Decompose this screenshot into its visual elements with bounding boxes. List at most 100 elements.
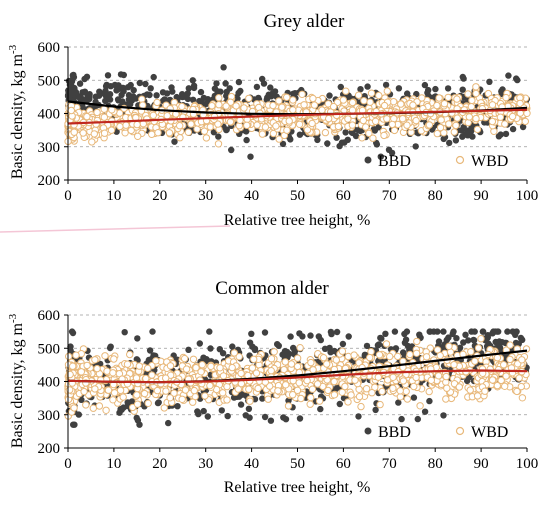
data-point-bbd bbox=[169, 88, 176, 95]
data-point-bbd bbox=[71, 421, 78, 428]
data-point-wbd bbox=[116, 122, 124, 131]
data-point-wbd bbox=[287, 360, 296, 368]
data-point-wbd bbox=[274, 387, 282, 395]
data-point-bbd bbox=[185, 85, 192, 92]
y-tick-label: 500 bbox=[38, 73, 61, 89]
data-point-bbd bbox=[174, 403, 181, 410]
data-point-wbd bbox=[496, 113, 505, 121]
data-point-wbd bbox=[207, 362, 215, 370]
data-point-wbd bbox=[347, 391, 355, 399]
data-point-bbd bbox=[274, 341, 281, 348]
data-point-wbd bbox=[418, 94, 426, 102]
data-point-bbd bbox=[513, 75, 520, 82]
data-point-wbd bbox=[367, 348, 375, 356]
x-tick-label: 40 bbox=[244, 456, 259, 472]
data-point-bbd bbox=[182, 93, 189, 101]
data-point-bbd bbox=[261, 329, 269, 336]
x-tick-label: 90 bbox=[474, 188, 489, 204]
data-point-bbd bbox=[76, 80, 84, 87]
data-point-bbd bbox=[456, 344, 464, 351]
data-point-bbd bbox=[490, 328, 497, 335]
legend-label-bbd: BBD bbox=[378, 424, 411, 441]
data-point-bbd bbox=[171, 138, 178, 145]
data-point-wbd bbox=[380, 101, 389, 110]
data-point-bbd bbox=[237, 87, 244, 95]
x-tick-label: 10 bbox=[106, 456, 121, 472]
data-point-wbd bbox=[467, 348, 475, 356]
data-point-bbd bbox=[248, 330, 255, 337]
x-tick-label: 30 bbox=[198, 456, 213, 472]
data-point-bbd bbox=[414, 415, 421, 423]
data-point-bbd bbox=[486, 78, 493, 86]
data-point-wbd bbox=[253, 121, 261, 129]
data-point-bbd bbox=[464, 377, 471, 385]
data-point-wbd bbox=[275, 97, 283, 105]
legend: BBD WBD bbox=[364, 153, 508, 170]
data-point-wbd bbox=[386, 352, 394, 361]
data-point-wbd bbox=[323, 360, 331, 368]
data-point-wbd bbox=[269, 101, 277, 110]
data-point-wbd bbox=[436, 123, 445, 132]
data-point-bbd bbox=[71, 85, 78, 92]
data-point-bbd bbox=[342, 129, 349, 136]
data-point-bbd bbox=[469, 133, 476, 140]
data-point-bbd bbox=[136, 421, 143, 428]
x-tick-label: 100 bbox=[516, 456, 539, 472]
data-point-wbd bbox=[412, 373, 420, 382]
y-tick-label: 600 bbox=[38, 40, 61, 56]
data-point-wbd bbox=[149, 111, 158, 120]
data-point-wbd bbox=[166, 394, 174, 402]
data-point-wbd bbox=[91, 385, 99, 393]
data-point-wbd bbox=[450, 128, 458, 136]
data-point-bbd bbox=[279, 140, 287, 148]
data-point-wbd bbox=[133, 120, 141, 129]
data-point-wbd bbox=[283, 126, 291, 134]
data-point-wbd bbox=[443, 384, 451, 392]
data-point-wbd bbox=[307, 393, 315, 402]
data-point-bbd bbox=[197, 88, 205, 96]
data-point-bbd bbox=[388, 149, 396, 157]
data-point-wbd bbox=[140, 389, 149, 398]
y-tick-label: 600 bbox=[38, 308, 61, 324]
data-point-wbd bbox=[319, 354, 328, 362]
data-point-wbd bbox=[197, 368, 205, 376]
legend-label-bbd: BBD bbox=[378, 153, 411, 170]
data-point-wbd bbox=[100, 105, 108, 113]
data-point-wbd bbox=[433, 129, 441, 138]
data-point-bbd bbox=[317, 405, 324, 413]
data-point-wbd bbox=[264, 395, 272, 403]
x-axis-label: Relative tree height, % bbox=[224, 479, 371, 496]
data-point-bbd bbox=[519, 123, 527, 131]
data-point-bbd bbox=[207, 345, 214, 352]
data-point-bbd bbox=[372, 406, 379, 414]
y-axis-label-sup: -3 bbox=[7, 313, 19, 323]
data-point-wbd bbox=[222, 102, 230, 110]
data-point-bbd bbox=[159, 89, 167, 96]
data-point-wbd bbox=[144, 399, 152, 407]
data-point-wbd bbox=[344, 115, 352, 123]
data-point-bbd bbox=[391, 328, 399, 335]
data-point-wbd bbox=[366, 98, 374, 106]
data-point-bbd bbox=[104, 72, 112, 79]
data-point-bbd bbox=[200, 354, 207, 361]
data-point-wbd bbox=[399, 377, 408, 385]
data-point-wbd bbox=[341, 382, 349, 391]
data-point-wbd bbox=[295, 379, 303, 387]
data-point-bbd bbox=[265, 91, 272, 98]
data-point-bbd bbox=[460, 339, 467, 346]
data-point-bbd bbox=[247, 153, 254, 160]
data-point-wbd bbox=[77, 368, 86, 376]
legend-marker-wbd bbox=[455, 155, 465, 165]
data-point-wbd bbox=[442, 395, 450, 403]
data-point-wbd bbox=[93, 364, 101, 373]
data-point-wbd bbox=[374, 373, 382, 381]
data-point-wbd bbox=[465, 113, 473, 121]
data-point-wbd bbox=[208, 102, 216, 110]
data-point-wbd bbox=[390, 126, 399, 135]
data-point-bbd bbox=[69, 329, 77, 337]
data-point-bbd bbox=[125, 96, 133, 103]
data-point-wbd bbox=[116, 386, 125, 394]
data-point-wbd bbox=[306, 400, 314, 408]
data-point-bbd bbox=[479, 328, 487, 335]
data-point-bbd bbox=[296, 415, 304, 422]
